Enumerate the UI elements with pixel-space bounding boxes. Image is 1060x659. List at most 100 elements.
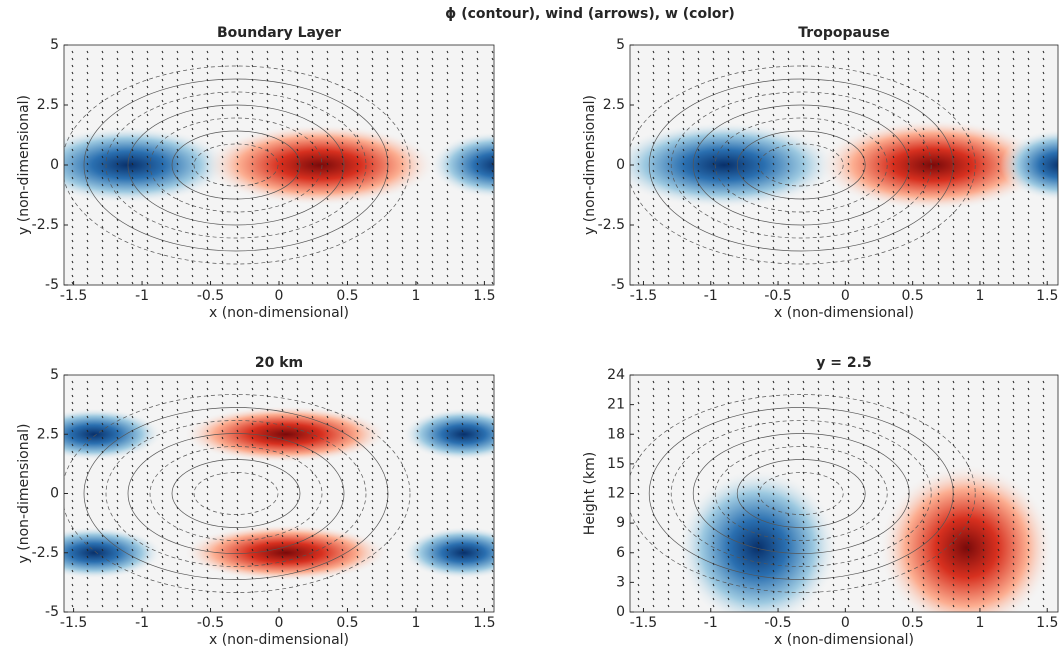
wind-arrow bbox=[161, 99, 164, 103]
wind-arrow bbox=[401, 260, 404, 264]
wind-arrow bbox=[637, 548, 640, 552]
wind-arrow bbox=[637, 380, 640, 384]
wind-arrow bbox=[431, 380, 434, 384]
wind-arrow bbox=[937, 457, 940, 461]
wind-arrow bbox=[101, 148, 104, 152]
wind-arrow bbox=[892, 134, 895, 138]
wind-arrow bbox=[131, 380, 134, 384]
phi-contour bbox=[105, 420, 367, 567]
wind-arrow bbox=[191, 148, 194, 152]
wind-arrow bbox=[652, 422, 655, 426]
wind-arrow bbox=[86, 562, 89, 566]
wind-arrow bbox=[637, 597, 640, 601]
wind-arrow bbox=[652, 218, 655, 222]
wind-arrow bbox=[727, 555, 730, 559]
wind-arrow bbox=[311, 281, 314, 285]
wind-arrow bbox=[1012, 436, 1015, 440]
wind-arrow bbox=[667, 260, 670, 264]
wind-arrow bbox=[161, 197, 164, 201]
wind-arrow bbox=[386, 99, 389, 103]
wind-arrow bbox=[221, 541, 224, 545]
wind-arrow bbox=[341, 436, 344, 440]
wind-arrow bbox=[386, 513, 389, 517]
color-blob bbox=[183, 405, 389, 463]
wind-arrow bbox=[772, 113, 775, 117]
wind-arrow bbox=[862, 471, 865, 475]
wind-arrow bbox=[416, 555, 419, 559]
wind-arrow bbox=[431, 450, 434, 454]
wind-arrow bbox=[371, 506, 374, 510]
wind-arrow bbox=[667, 99, 670, 103]
wind-arrow bbox=[356, 134, 359, 138]
wind-arrow bbox=[877, 134, 880, 138]
wind-arrow bbox=[431, 211, 434, 215]
wind-arrow bbox=[952, 225, 955, 229]
phi-contour bbox=[670, 91, 932, 239]
wind-arrow bbox=[1027, 85, 1030, 89]
wind-arrow bbox=[311, 169, 314, 173]
wind-arrow bbox=[116, 281, 119, 285]
wind-arrow bbox=[101, 141, 104, 145]
wind-arrow bbox=[281, 583, 284, 587]
wind-arrow bbox=[491, 597, 494, 601]
wind-arrow bbox=[937, 408, 940, 412]
wind-arrow bbox=[922, 120, 925, 124]
wind-arrow bbox=[967, 555, 970, 559]
wind-arrow bbox=[772, 576, 775, 580]
wind-arrow bbox=[817, 457, 820, 461]
wind-arrow bbox=[206, 71, 209, 75]
wind-arrow bbox=[712, 197, 715, 201]
wind-arrow bbox=[1027, 422, 1030, 426]
wind-arrow bbox=[997, 183, 1000, 187]
wind-arrow bbox=[637, 492, 640, 496]
wind-arrow bbox=[86, 176, 89, 180]
wind-arrow bbox=[146, 127, 149, 131]
wind-arrow bbox=[1027, 176, 1030, 180]
wind-arrow bbox=[416, 457, 419, 461]
wind-arrow bbox=[281, 260, 284, 264]
wind-arrow bbox=[266, 232, 269, 236]
wind-arrow bbox=[907, 57, 910, 61]
wind-arrow bbox=[116, 520, 119, 524]
wind-arrow bbox=[101, 401, 104, 405]
wind-arrow bbox=[446, 597, 449, 601]
wind-arrow bbox=[772, 148, 775, 152]
wind-arrow bbox=[697, 597, 700, 601]
wind-arrow bbox=[416, 429, 419, 433]
wind-arrow bbox=[461, 604, 464, 608]
wind-arrow bbox=[401, 408, 404, 412]
wind-arrow bbox=[116, 148, 119, 152]
wind-arrow bbox=[341, 513, 344, 517]
wind-arrow bbox=[386, 380, 389, 384]
wind-arrow bbox=[802, 253, 805, 257]
wind-arrow bbox=[967, 401, 970, 405]
wind-arrow bbox=[802, 225, 805, 229]
wind-arrow bbox=[71, 169, 74, 173]
wind-arrow bbox=[371, 204, 374, 208]
wind-arrow bbox=[787, 211, 790, 215]
wind-arrow bbox=[431, 78, 434, 82]
wind-arrow bbox=[802, 513, 805, 517]
wind-arrow bbox=[461, 506, 464, 510]
wind-arrow bbox=[116, 590, 119, 594]
wind-arrow bbox=[952, 492, 955, 496]
wind-arrow bbox=[757, 78, 760, 82]
wind-arrow bbox=[922, 113, 925, 117]
wind-arrow bbox=[1027, 197, 1030, 201]
wind-arrow bbox=[341, 457, 344, 461]
wind-arrow bbox=[326, 394, 329, 398]
wind-arrow bbox=[266, 387, 269, 391]
x-axis-label: x (non-dimensional) bbox=[774, 305, 914, 321]
wind-arrow bbox=[146, 387, 149, 391]
wind-arrow bbox=[967, 492, 970, 496]
wind-arrow bbox=[326, 527, 329, 531]
wind-arrow bbox=[922, 590, 925, 594]
wind-arrow bbox=[491, 457, 494, 461]
wind-arrow bbox=[877, 71, 880, 75]
wind-arrow bbox=[71, 506, 74, 510]
wind-arrow bbox=[431, 520, 434, 524]
wind-arrow bbox=[982, 190, 985, 194]
wind-arrow bbox=[922, 183, 925, 187]
wind-arrow bbox=[281, 562, 284, 566]
